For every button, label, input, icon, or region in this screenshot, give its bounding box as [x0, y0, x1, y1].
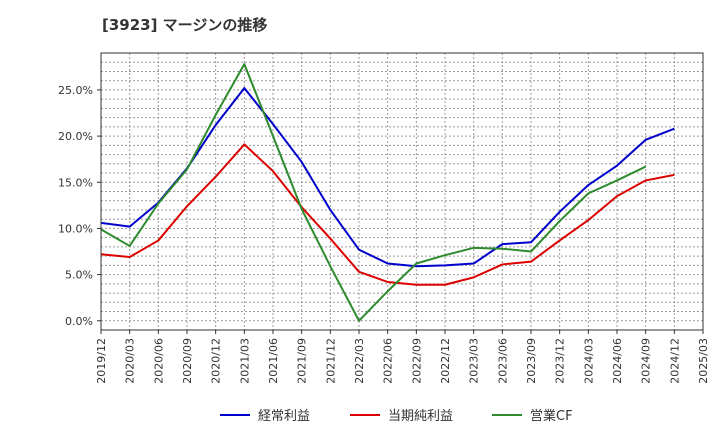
x-tick-label: 2021/12: [324, 338, 337, 384]
grid-layer: [101, 52, 703, 331]
legend: 経常利益 当期純利益 営業CF: [220, 408, 573, 424]
x-tick-label: 2020/03: [124, 338, 137, 384]
x-tick-label: 2021/06: [267, 338, 280, 384]
y-tick-label: 15.0%: [58, 176, 93, 189]
x-tick-label: 2024/03: [582, 338, 595, 384]
x-tick-label: 2019/12: [95, 338, 108, 384]
legend-label: 当期純利益: [388, 409, 453, 424]
x-tick-label: 2022/03: [353, 338, 366, 384]
x-tick-label: 2025/03: [697, 338, 710, 384]
y-tick-label: 25.0%: [58, 84, 93, 97]
x-tick-label: 2023/06: [496, 338, 509, 384]
chart-title: [3923] マージンの推移: [102, 16, 268, 34]
y-tick-label: 0.0%: [65, 315, 93, 328]
series-line-当期純利益: [100, 143, 675, 286]
x-tick-label: 2020/06: [152, 338, 165, 384]
x-tick-label: 2023/03: [468, 338, 481, 384]
series-line-営業CF: [100, 63, 647, 322]
x-tick-label: 2022/12: [439, 338, 452, 384]
x-tick-label: 2024/06: [611, 338, 624, 384]
x-tick-label: 2023/09: [525, 338, 538, 384]
x-tick-label: 2021/03: [238, 338, 251, 384]
y-axis-ticks: 0.0% 5.0% 10.0% 15.0% 20.0% 25.0%: [58, 84, 101, 328]
x-tick-label: 2021/09: [296, 338, 309, 384]
y-tick-label: 10.0%: [58, 222, 93, 235]
x-tick-label: 2023/12: [554, 338, 567, 384]
x-tick-label: 2024/09: [640, 338, 653, 384]
legend-label: 営業CF: [530, 408, 573, 424]
series-line-経常利益: [100, 87, 675, 268]
series-layer: [100, 63, 675, 322]
x-tick-label: 2020/12: [210, 338, 223, 384]
x-tick-label: 2022/09: [410, 338, 423, 384]
x-tick-label: 2024/12: [668, 338, 681, 384]
x-tick-label: 2020/09: [181, 338, 194, 384]
x-tick-label: 2022/06: [382, 338, 395, 384]
x-axis-ticks: 2019/12 2020/03 2020/06 2020/09 2020/12 2021/…: [95, 330, 710, 384]
legend-label: 経常利益: [258, 409, 310, 424]
y-tick-label: 20.0%: [58, 130, 93, 143]
y-tick-label: 5.0%: [65, 269, 93, 282]
plot-area-frame: [100, 52, 704, 331]
